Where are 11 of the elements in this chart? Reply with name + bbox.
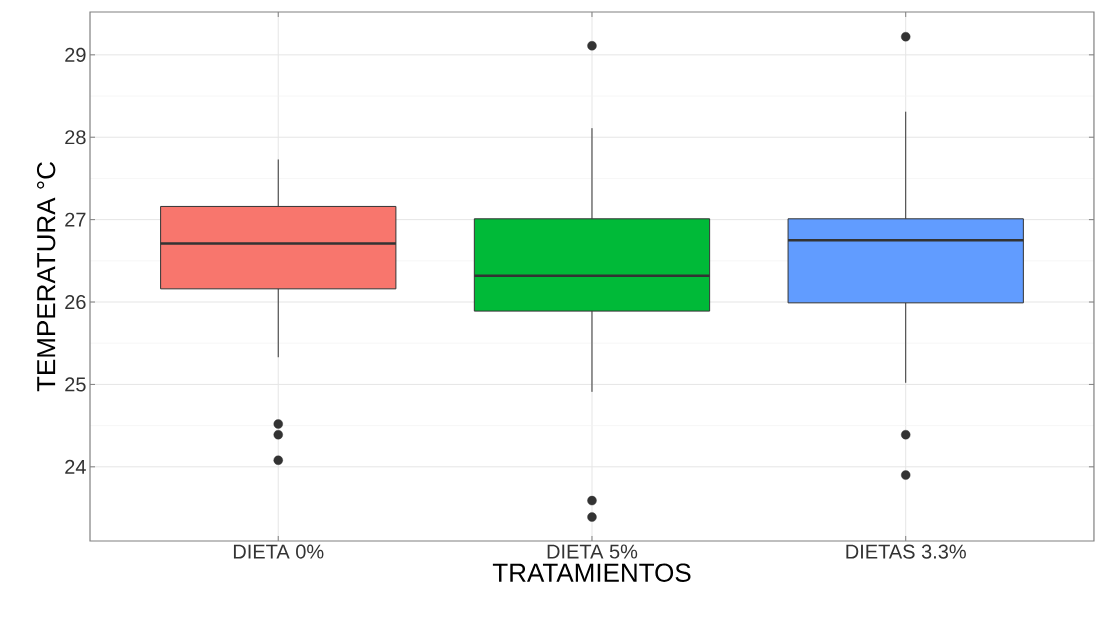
x-tick-label: DIETA 0% (233, 544, 324, 559)
x-tick-label: DIETA 5% (547, 544, 638, 559)
y-tick-label: 25 (65, 377, 86, 392)
y-tick-label: 27 (65, 212, 86, 227)
y-tick-label: 24 (65, 459, 86, 474)
y-tick-label: 26 (65, 294, 86, 310)
y-tick-label: 29 (65, 47, 86, 62)
x-axis-title: TRATAMIENTOS (492, 563, 691, 582)
y-axis-title: TEMPERATURA °C (36, 162, 56, 392)
y-tick-label: 28 (65, 130, 86, 145)
x-tick-label: DIETAS 3.3% (846, 544, 966, 559)
